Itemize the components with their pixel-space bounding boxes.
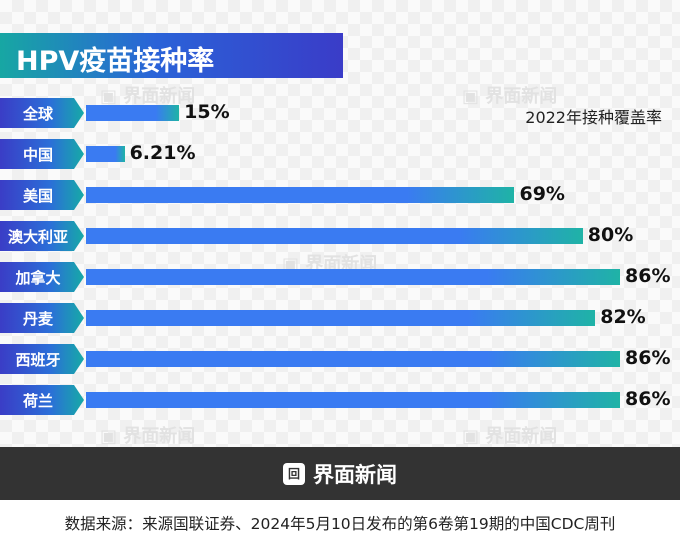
category-label: 美国 — [0, 180, 84, 210]
bar — [86, 105, 180, 121]
jiemian-logo-icon: 回 — [283, 462, 305, 485]
value-label: 6.21% — [129, 142, 196, 164]
watermark: ▣ 界面新闻 — [100, 86, 196, 107]
category-label: 全球 — [0, 98, 84, 128]
chart-subtitle: 2022年接种覆盖率 — [525, 108, 662, 127]
value-label: 82% — [600, 306, 646, 328]
value-label: 15% — [184, 101, 230, 123]
category-label: 中国 — [0, 139, 84, 169]
category-label: 荷兰 — [0, 385, 84, 415]
bar — [86, 187, 515, 203]
bar — [86, 392, 621, 408]
value-label: 86% — [625, 347, 671, 369]
category-label: 加拿大 — [0, 262, 84, 292]
watermark: ▣ 界面新闻 — [100, 426, 196, 447]
watermark: ▣ 界面新闻 — [462, 86, 558, 107]
data-source: 数据来源：来源国联证券、2024年5月10日发布的第6卷第19期的中国CDC周刊 — [64, 515, 616, 533]
value-label: 69% — [519, 183, 565, 205]
category-label: 西班牙 — [0, 344, 84, 374]
value-label: 86% — [625, 388, 671, 410]
chart-title: HPV疫苗接种率 — [16, 46, 215, 77]
category-label: 丹麦 — [0, 303, 84, 333]
bar — [86, 228, 583, 244]
bar — [86, 310, 596, 326]
value-label: 80% — [587, 224, 634, 246]
bar — [86, 351, 621, 367]
bar — [86, 146, 125, 162]
watermark: ▣ 界面新闻 — [462, 426, 558, 447]
chart-title-bar: HPV疫苗接种率 — [0, 33, 343, 78]
brand-band: 回 界面新闻 — [0, 447, 680, 500]
bar — [86, 269, 621, 285]
value-label: 86% — [625, 265, 671, 287]
category-label: 澳大利亚 — [0, 221, 84, 251]
brand-name: 界面新闻 — [313, 462, 397, 487]
